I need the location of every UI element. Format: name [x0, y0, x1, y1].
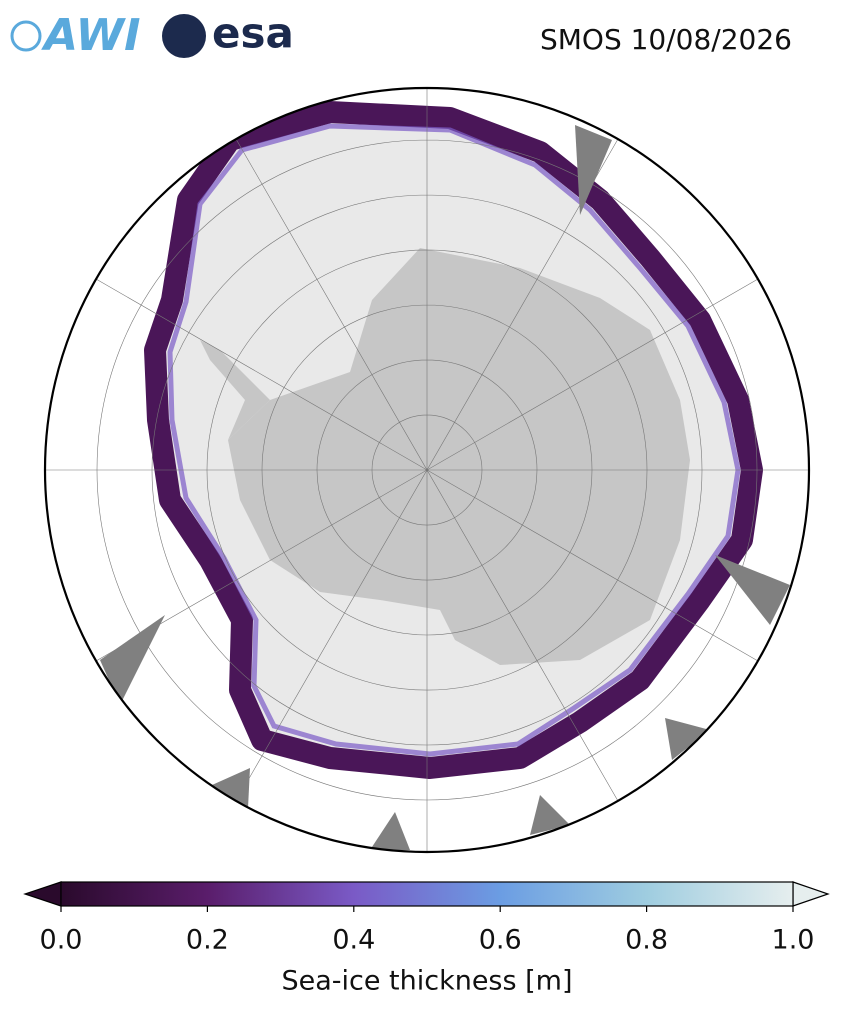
colorbar-gradient — [60, 881, 794, 907]
colorbar-tick-label: 0.0 — [40, 925, 83, 956]
title: SMOS 10/08/2026 — [540, 23, 792, 56]
ice-edge — [167, 123, 741, 757]
map — [45, 88, 809, 852]
esa-logo: esa — [212, 9, 294, 58]
map-frame — [43, 86, 811, 854]
colorbar-extend-low — [23, 881, 62, 907]
colorbar-tick-label: 1.0 — [772, 925, 815, 956]
colorbar-tick-label: 0.4 — [332, 925, 375, 956]
awi-logo-mark — [10, 20, 42, 52]
colorbar-extend-high — [792, 881, 830, 907]
grid — [45, 88, 809, 852]
antarctic-peninsula — [200, 340, 270, 440]
antarctica — [228, 248, 690, 665]
colorbar-tick-label: 0.2 — [186, 925, 229, 956]
colorbar: 0.0 0.2 0.4 0.6 0.8 1.0 — [23, 881, 830, 956]
no-data-wedges — [100, 125, 790, 850]
colorbar-label: Sea-ice thickness [m] — [281, 966, 572, 997]
colorbar-tick-label: 0.8 — [625, 925, 668, 956]
esa-logo-mark — [162, 14, 206, 58]
colorbar-tick-label: 0.6 — [479, 925, 522, 956]
logos: AWI esa — [10, 9, 294, 61]
awi-logo: AWI — [41, 10, 141, 61]
